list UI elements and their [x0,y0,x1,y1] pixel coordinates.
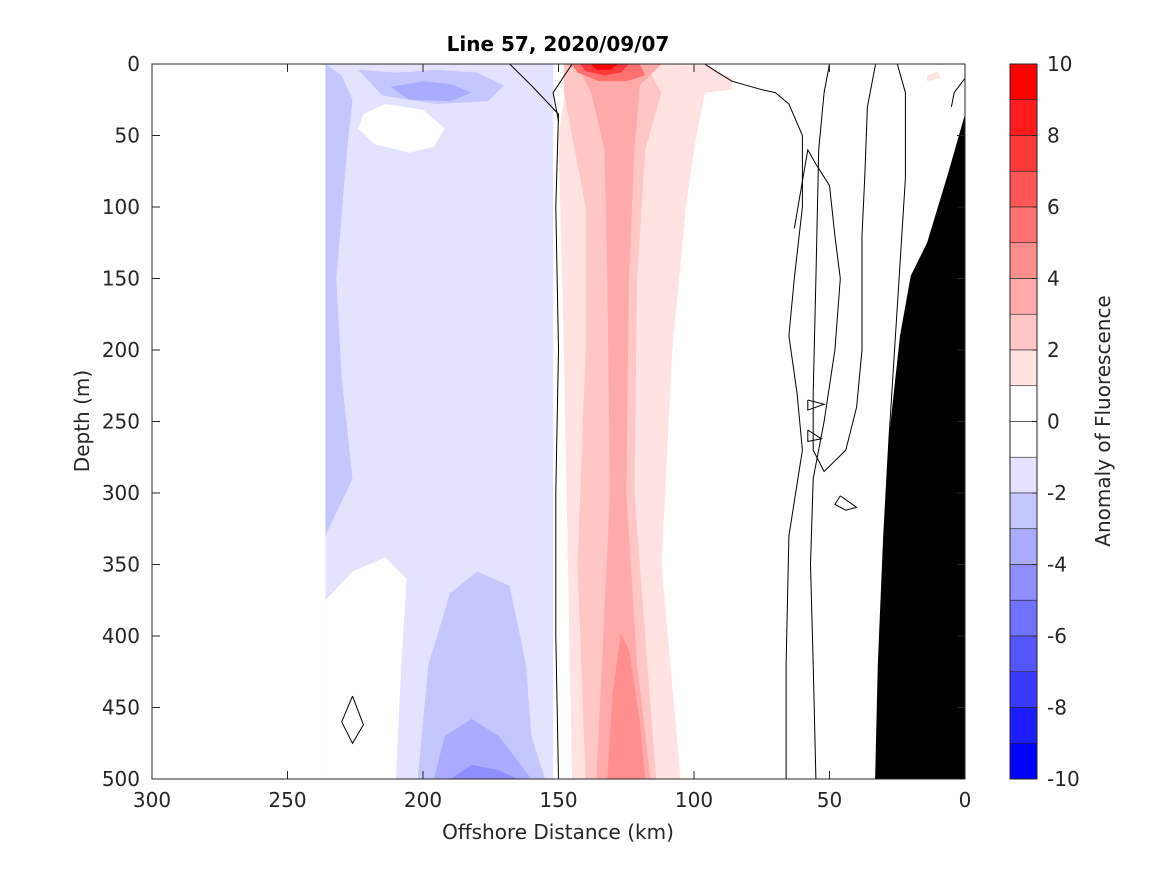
colorbar-tick-label: 8 [1047,124,1060,148]
region-negative-anomaly-medium-deep [417,571,545,779]
contour-bathy-notch [937,206,950,230]
plot-background [152,64,965,779]
x-axis: 300 250 200 150 100 50 0 [133,64,971,812]
colorbar-level [1009,170,1038,208]
colorbar-level [1009,599,1038,637]
y-tick-label: 100 [102,195,140,219]
colorbar-label: Anomaly of Fluorescence [1091,295,1115,546]
region-positive-anomaly-small-patch [927,71,941,82]
colorbar-level [1009,99,1038,136]
x-tick-label: 100 [675,788,713,812]
colorbar-level [1009,135,1038,172]
colorbar-level [1009,63,1038,101]
y-tick-label: 350 [102,553,140,577]
colorbar-ticks: 10 8 6 4 2 0 -2 -4 -6 -8 -10 [1032,52,1080,791]
region-near-zero-pocket-shallow [358,104,445,153]
colorbar-level [1009,635,1038,673]
contour-pocket-4 [341,695,364,745]
contour-pocket-1 [807,399,826,411]
colorbar-level [1009,206,1038,244]
region-near-zero-pocket-deep [325,557,407,779]
colorbar-level [1009,492,1038,530]
x-axis-label: Offshore Distance (km) [442,820,674,844]
colorbar-tick-label: -4 [1047,553,1067,577]
y-tick-label: 400 [102,624,140,648]
contour-mid-right [812,64,877,473]
colorbar-tick-label: 0 [1047,410,1060,434]
colorbar-level [1009,242,1038,279]
colorbar-level [1009,421,1038,458]
y-tick-label: 250 [102,410,140,434]
colorbar-level [1009,313,1038,351]
colorbar-level [1009,564,1038,601]
anomaly-regions [325,64,965,779]
colorbar-level [1009,456,1038,494]
colorbar-level [1009,671,1038,708]
y-tick-label: 0 [127,52,140,76]
colorbar-tick-label: 2 [1047,338,1060,362]
colorbar: 10 8 6 4 2 0 -2 -4 -6 -8 -10 Anomaly of Fluorescen… [1009,52,1115,791]
colorbar-level [1009,528,1038,565]
y-axis: 0 50 100 150 200 250 300 350 400 450 500 [102,52,965,791]
contour-nearshore [950,77,965,107]
y-tick-label: 300 [102,481,140,505]
x-tick-label: 300 [133,788,171,812]
region-negative-anomaly-strong-surface [390,81,472,102]
contour-offshore-edge [552,64,573,122]
colorbar-tick-label: 4 [1047,267,1060,291]
colorbar-level [1009,278,1038,315]
colorbar-level [1009,349,1038,387]
colorbar-levels [1009,63,1038,780]
region-positive-anomaly-core [563,64,662,779]
colorbar-level [1009,707,1038,744]
y-tick-label: 50 [115,124,140,148]
colorbar-tick-label: 10 [1047,52,1072,76]
x-tick-label: 150 [539,788,577,812]
colorbar-tick-label: -6 [1047,624,1067,648]
x-tick-label: 250 [268,788,306,812]
contour-mid-left [704,64,803,779]
colorbar-level [1009,742,1038,780]
y-tick-label: 500 [102,767,140,791]
y-axis-label: Depth (m) [70,370,94,472]
region-positive-anomaly-surface-3 [591,64,619,70]
contour-near-shelf-break [509,64,560,779]
region-negative-anomaly-medium-upper [325,64,353,536]
region-bathymetry [875,114,965,779]
colorbar-tick-label: -10 [1047,767,1080,791]
colorbar-level [1009,385,1038,422]
y-tick-label: 150 [102,267,140,291]
x-tick-label: 0 [959,788,972,812]
contour-inner-shelf [875,64,906,779]
colorbar-tick-label: 6 [1047,195,1060,219]
x-tick-label: 50 [817,788,842,812]
contour-lines [341,64,965,779]
region-negative-anomaly-strong-deep [433,718,532,779]
contour-pocket-3 [834,495,858,511]
y-tick-label: 200 [102,338,140,362]
colorbar-tick-label: -8 [1047,696,1067,720]
contour-pocket-2 [807,429,823,443]
region-positive-anomaly-deep-core [607,633,646,779]
x-tick-label: 200 [404,788,442,812]
y-tick-label: 450 [102,696,140,720]
region-negative-anomaly-deepest [450,764,518,779]
colorbar-tick-label: -2 [1047,481,1067,505]
contour-mid-inner [793,148,841,779]
plot-area: 300 250 200 150 100 50 0 050100150200250300350… [102,52,972,812]
chart-title: Line 57, 2020/09/07 [447,32,670,56]
